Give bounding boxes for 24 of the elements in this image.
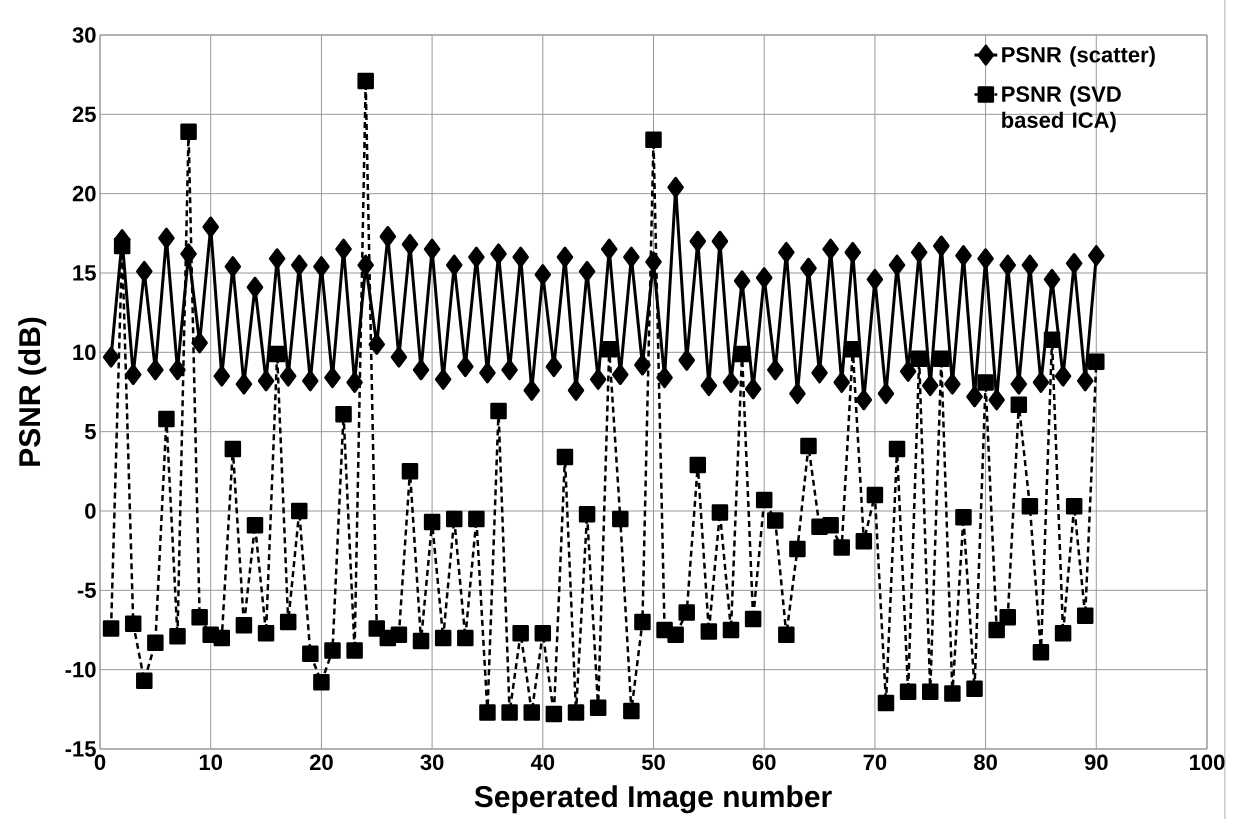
x-tick-label: 90 [1084, 754, 1108, 771]
y-tick-label: -5 [77, 582, 96, 598]
x-tick-label: 10 [199, 754, 223, 771]
y-tick-label: 15 [73, 265, 96, 281]
x-tick-label: 30 [420, 754, 444, 771]
y-tick-label: 20 [72, 185, 96, 202]
x-axis-title: Seperated Image number [474, 785, 832, 814]
y-tick-label: 30 [72, 27, 96, 43]
x-tick-label: 80 [974, 754, 997, 771]
legend-label: PSNR (SVD based ICA) [1002, 85, 1121, 133]
y-tick-label: 10 [73, 344, 96, 361]
x-tick-label: 50 [641, 754, 665, 771]
y-tick-label: -15 [65, 741, 96, 757]
x-tick-label: 70 [863, 754, 887, 771]
y-axis-title: PSNR (dB) [18, 317, 47, 466]
y-tick-label: -10 [65, 661, 96, 678]
x-tick-label: 40 [530, 754, 555, 771]
y-tick-label: 25 [72, 106, 96, 123]
y-tick-label: 5 [84, 423, 96, 440]
x-tick-label: 100 [1190, 754, 1225, 771]
legend-label: PSNR (scatter) [1002, 46, 1155, 67]
x-tick-label: 60 [752, 754, 776, 771]
x-tick-label: 20 [309, 754, 333, 771]
y-tick-label: 0 [85, 503, 96, 519]
